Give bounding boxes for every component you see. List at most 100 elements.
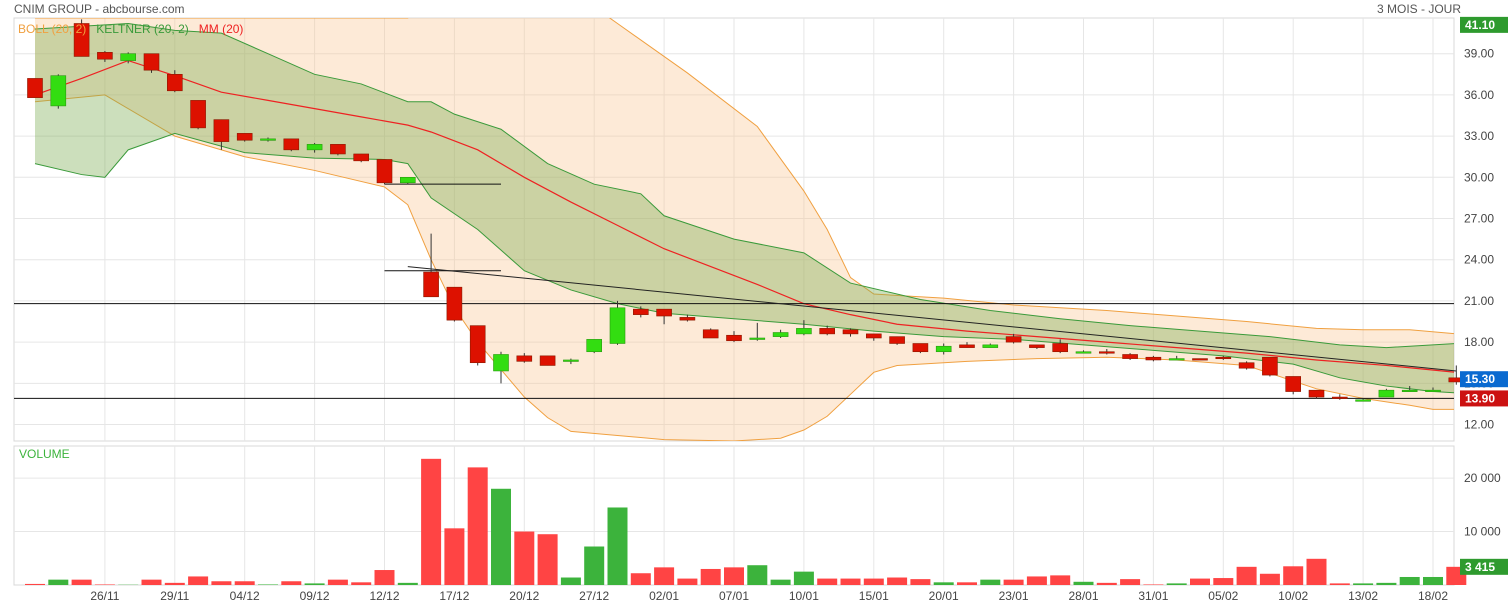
volume-bar bbox=[677, 578, 698, 585]
candle-body bbox=[190, 100, 206, 129]
candle-body bbox=[1099, 351, 1115, 354]
volume-bar bbox=[1073, 581, 1094, 585]
volume-bar bbox=[1120, 579, 1141, 585]
volume-tick-label: 20 000 bbox=[1464, 471, 1501, 485]
x-tick-label: 04/12 bbox=[230, 589, 260, 603]
candle-body bbox=[563, 359, 579, 362]
candle-body bbox=[97, 52, 113, 60]
y-tick-label: 36.00 bbox=[1464, 88, 1494, 102]
candle-body bbox=[143, 53, 160, 71]
x-tick-label: 10/01 bbox=[789, 589, 819, 603]
candle-body bbox=[493, 354, 509, 372]
volume-bar bbox=[397, 582, 418, 585]
legend-entry: KELTNER (20, 2) bbox=[96, 22, 188, 36]
x-tick-label: 31/01 bbox=[1138, 589, 1168, 603]
keltner-band-fill bbox=[35, 23, 1454, 393]
volume-bar bbox=[327, 579, 348, 585]
candle-body bbox=[819, 328, 836, 335]
x-tick-label: 13/02 bbox=[1348, 589, 1378, 603]
trend-line bbox=[407, 266, 1457, 372]
x-tick-label: 20/12 bbox=[509, 589, 539, 603]
volume-bar bbox=[1003, 579, 1024, 585]
volume-bar bbox=[444, 528, 465, 585]
candle-body bbox=[1425, 389, 1441, 392]
candle-body bbox=[889, 336, 905, 344]
candle-body bbox=[1262, 356, 1278, 376]
volume-bar bbox=[234, 581, 255, 585]
volume-bar bbox=[980, 579, 1001, 585]
volume-bar bbox=[71, 579, 92, 585]
volume-bar bbox=[491, 488, 511, 585]
candle-body bbox=[586, 339, 603, 353]
x-tick-label: 28/01 bbox=[1068, 589, 1098, 603]
candle-body bbox=[1145, 356, 1162, 361]
volume-bar bbox=[1283, 566, 1304, 585]
candle-body bbox=[1168, 358, 1185, 361]
y-tick-label: 18.00 bbox=[1464, 335, 1494, 349]
volume-bar bbox=[1236, 566, 1257, 585]
volume-bar bbox=[1050, 575, 1071, 585]
volume-bar bbox=[584, 546, 605, 585]
price-tag-label: 41.10 bbox=[1465, 18, 1495, 32]
volume-bar bbox=[887, 577, 908, 585]
x-tick-label: 20/01 bbox=[929, 589, 959, 603]
y-tick-label: 39.00 bbox=[1464, 47, 1494, 61]
volume-bar bbox=[607, 507, 628, 585]
volume-bar bbox=[211, 581, 232, 585]
x-tick-label: 09/12 bbox=[300, 589, 330, 603]
volume-bar bbox=[817, 578, 838, 585]
volume-bar bbox=[770, 579, 791, 585]
price-tag-box bbox=[1460, 16, 1508, 33]
volume-bar bbox=[164, 582, 185, 585]
candle-body bbox=[423, 271, 439, 298]
volume-bar bbox=[863, 578, 884, 585]
candle-body bbox=[1285, 376, 1301, 392]
volume-bar bbox=[840, 578, 861, 585]
candle-body bbox=[1005, 336, 1022, 343]
x-tick-label: 12/12 bbox=[369, 589, 399, 603]
x-tick-label: 05/02 bbox=[1208, 589, 1238, 603]
volume-bar bbox=[421, 458, 442, 585]
volume-bar bbox=[94, 584, 115, 585]
candle-body bbox=[306, 144, 323, 151]
y-tick-label: 30.00 bbox=[1464, 170, 1494, 184]
x-tick-label: 10/02 bbox=[1278, 589, 1308, 603]
candle-body bbox=[749, 337, 766, 340]
volume-bar bbox=[560, 577, 581, 585]
volume-bar bbox=[1353, 583, 1374, 585]
candle-body bbox=[516, 355, 533, 362]
candle-body bbox=[1401, 389, 1418, 392]
candle-body bbox=[1075, 351, 1092, 354]
volume-bar bbox=[1376, 582, 1397, 585]
keltner-band-upper bbox=[34, 22, 1454, 349]
volume-bar bbox=[281, 581, 302, 585]
legend-entry: BOLL (20, 2) bbox=[18, 22, 86, 36]
candle-body bbox=[120, 53, 136, 61]
volume-bar bbox=[933, 582, 954, 585]
candle-body bbox=[50, 75, 67, 107]
candle-body bbox=[73, 23, 90, 57]
bollinger-band-upper bbox=[35, 18, 1454, 335]
candle-body bbox=[236, 133, 253, 141]
candle-body bbox=[446, 286, 463, 321]
candle-body bbox=[1238, 362, 1255, 369]
x-tick-label: 07/01 bbox=[719, 589, 749, 603]
volume-bar bbox=[351, 582, 372, 585]
x-tick-label: 27/12 bbox=[579, 589, 609, 603]
candle-body bbox=[1029, 344, 1045, 348]
candle-body bbox=[353, 153, 370, 162]
candle-body bbox=[772, 332, 789, 337]
candle-body bbox=[330, 144, 346, 155]
x-tick-label: 29/11 bbox=[160, 589, 189, 603]
x-tick-label: 02/01 bbox=[649, 589, 679, 603]
volume-tag-box bbox=[1460, 558, 1508, 575]
candle-body bbox=[656, 308, 672, 317]
volume-bar bbox=[793, 571, 814, 585]
candle-body bbox=[376, 159, 393, 184]
y-tick-label: 24.00 bbox=[1464, 253, 1494, 267]
candle-body bbox=[935, 345, 952, 353]
candle-body bbox=[796, 328, 812, 335]
candle-body bbox=[260, 138, 276, 141]
candle-body bbox=[702, 329, 719, 339]
candle-body bbox=[842, 329, 859, 335]
